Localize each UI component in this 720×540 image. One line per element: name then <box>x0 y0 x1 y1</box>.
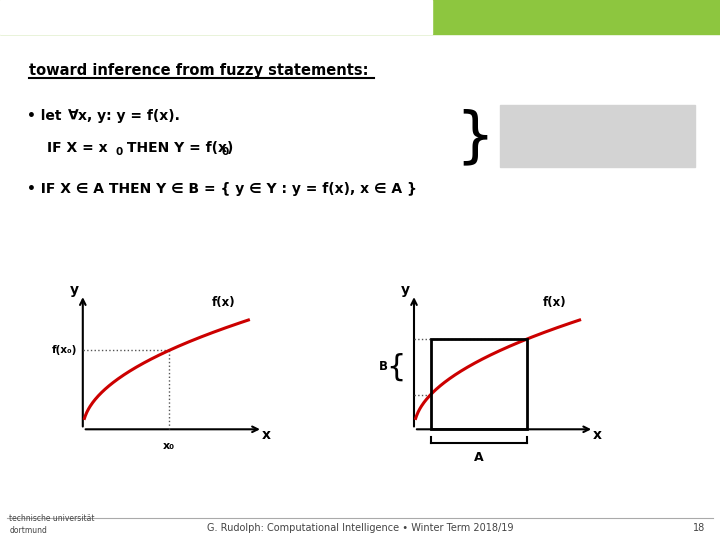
Text: Fuzzy Logic: Fuzzy Logic <box>9 10 108 24</box>
Text: f(x): f(x) <box>543 296 567 309</box>
Text: technische universität
dortmund: technische universität dortmund <box>9 515 95 535</box>
Text: Lecture 07: Lecture 07 <box>454 10 545 24</box>
Text: y: y <box>70 283 78 297</box>
Text: f(x): f(x) <box>212 296 235 309</box>
Text: 18: 18 <box>693 523 706 533</box>
Text: }: } <box>456 108 495 167</box>
Text: toward inference from fuzzy statements:: toward inference from fuzzy statements: <box>29 63 369 78</box>
Text: 0: 0 <box>221 147 228 157</box>
Text: B: B <box>379 361 387 374</box>
Text: A: A <box>474 451 483 464</box>
Text: • IF X ∈ A THEN Y ∈ B = { y ∈ Υ : y = f(x), x ∈ A }: • IF X ∈ A THEN Y ∈ B = { y ∈ Υ : y = f(… <box>27 182 416 196</box>
Text: {: { <box>387 353 405 381</box>
Text: f(x₀): f(x₀) <box>52 346 77 355</box>
Text: x, y: y = f(x).: x, y: y = f(x). <box>78 109 179 123</box>
Text: y: y <box>401 283 410 297</box>
Text: functional: functional <box>509 130 572 143</box>
Text: x: x <box>593 428 602 442</box>
Text: x: x <box>262 428 271 442</box>
Text: ): ) <box>227 141 233 155</box>
Text: IF X = x: IF X = x <box>47 141 107 155</box>
Text: ∀: ∀ <box>68 109 78 123</box>
Text: x₀: x₀ <box>163 441 175 451</box>
Text: • let: • let <box>27 109 66 123</box>
Text: 0: 0 <box>115 147 122 157</box>
Text: THEN Y = f(x: THEN Y = f(x <box>122 141 228 155</box>
Text: crisp case:: crisp case: <box>509 111 576 124</box>
Text: relationship: relationship <box>509 151 582 164</box>
Text: G. Rudolph: Computational Intelligence • Winter Term 2018/19: G. Rudolph: Computational Intelligence •… <box>207 523 513 533</box>
